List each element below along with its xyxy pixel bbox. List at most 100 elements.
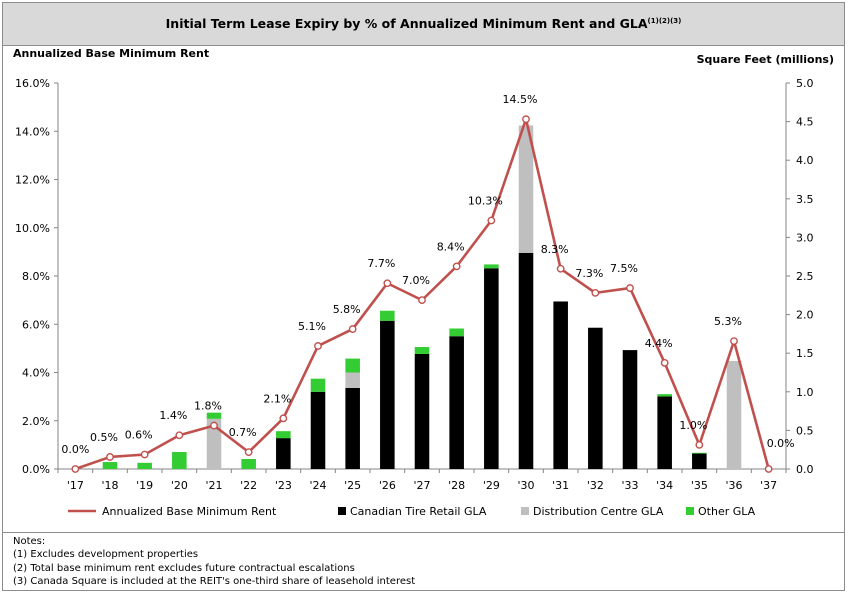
- right-axis-tick-label: 1.0: [796, 386, 814, 399]
- x-axis-tick-label: '18: [101, 479, 118, 492]
- rent-line-point: [210, 421, 218, 430]
- rent-data-label: 10.3%: [468, 195, 503, 208]
- rent-line-point: [244, 448, 253, 457]
- rent-data-label: 8.4%: [437, 240, 465, 253]
- bar-canadian-tire-retail-gla: [449, 336, 464, 469]
- bar-canadian-tire-retail-gla: [622, 350, 638, 469]
- notes-divider: [3, 532, 844, 533]
- rent-line-point: [522, 115, 530, 124]
- rent-line-point: [556, 264, 565, 273]
- notes-heading: Notes:: [13, 536, 46, 547]
- legend-label: Annualized Base Minimum Rent: [102, 505, 277, 518]
- left-axis-tick-label: 4.0%: [22, 367, 50, 380]
- right-axis-tick-label: 0.5: [796, 424, 814, 437]
- chart-plot: 0.0% 2.0% 4.0% 6.0% 8.0% 10.0% 12.0% 14.0% 16.0%…: [15, 77, 814, 518]
- left-axis-title: Annualized Base Minimum Rent: [13, 47, 210, 60]
- left-axis-tick-label: 8.0%: [22, 270, 50, 283]
- bar-distribution-centre-gla: [345, 372, 360, 388]
- bar-other-gla: [449, 328, 464, 337]
- chart-title: Initial Term Lease Expiry by % of Annual…: [166, 16, 682, 31]
- x-axis-tick-label: '28: [448, 479, 465, 492]
- x-axis-tick-label: '31: [552, 479, 569, 492]
- bar-other-gla: [102, 462, 118, 469]
- left-axis-tick-label: 2.0%: [22, 415, 50, 428]
- right-axis-tick-label: 4.5: [796, 116, 814, 129]
- x-axis-tick-label: '22: [240, 479, 257, 492]
- notes-section: Notes: (1) Excludes development properti…: [13, 535, 415, 589]
- left-axis-tick-label: 6.0%: [22, 318, 50, 331]
- rent-line-point: [71, 465, 80, 473]
- legend-swatch-other: [686, 507, 694, 515]
- x-axis-tick-label: '23: [275, 479, 292, 492]
- note-item-3: (3) Canada Square is included at the REI…: [13, 576, 416, 588]
- rent-data-label: 7.5%: [610, 262, 638, 275]
- bar-canadian-tire-retail-gla: [345, 387, 360, 469]
- note-item-2: (2) Total base minimum rent excludes fut…: [13, 562, 355, 574]
- chart-title-footnote-refs: (1)(2)(3): [647, 16, 682, 25]
- rent-line-point: [660, 358, 669, 367]
- bar-canadian-tire-retail-gla: [414, 353, 430, 469]
- bar-other-gla: [484, 264, 499, 269]
- left-axis-tick-label: 12.0%: [15, 174, 50, 187]
- rent-line-point: [487, 216, 496, 225]
- x-axis-tick-label: '25: [344, 479, 361, 492]
- x-axis-tick-label: '35: [691, 479, 708, 492]
- left-axis-tick-label: 14.0%: [15, 125, 50, 138]
- bar-distribution-centre-gla: [518, 125, 534, 253]
- rent-data-label: 0.7%: [229, 426, 257, 439]
- rent-line-point: [140, 450, 149, 459]
- x-axis-tick-label: '33: [621, 479, 638, 492]
- x-axis-tick-label: '29: [483, 479, 500, 492]
- rent-data-label: 1.4%: [159, 409, 187, 422]
- rent-data-label: 4.4%: [645, 337, 673, 350]
- legend-label: Distribution Centre GLA: [533, 505, 664, 518]
- x-axis-tick-label: '32: [587, 479, 604, 492]
- right-axis-tick-label: 2.5: [796, 270, 814, 283]
- x-axis-tick-label: '30: [517, 479, 534, 492]
- rent-line-point: [764, 465, 773, 473]
- rent-data-label: 7.3%: [575, 267, 603, 280]
- rent-data-label: 2.1%: [263, 392, 291, 405]
- legend-swatch-distribution: [521, 507, 529, 515]
- right-axis-tick-label: 4.0: [796, 154, 814, 167]
- right-axis-tick-label: 3.0: [796, 231, 814, 244]
- bar-other-gla: [310, 378, 326, 392]
- chart-title-main: Initial Term Lease Expiry by % of Annual…: [165, 16, 648, 31]
- x-axis-tick-label: '37: [760, 479, 777, 492]
- rent-data-label: 7.0%: [402, 274, 430, 287]
- bar-distribution-centre-gla: [206, 418, 222, 469]
- x-axis-tick-label: '19: [136, 479, 153, 492]
- x-axis-tick-label: '34: [656, 479, 673, 492]
- left-axis-tick-label: 10.0%: [15, 222, 50, 235]
- legend-swatch-canadian-tire: [338, 507, 346, 515]
- bar-canadian-tire-retail-gla: [692, 453, 707, 469]
- rent-line-point: [452, 262, 461, 271]
- bar-other-gla: [692, 452, 707, 454]
- rent-data-label: 0.6%: [125, 429, 153, 442]
- rent-data-label: 5.3%: [714, 315, 742, 328]
- rent-line-point: [730, 337, 738, 346]
- bar-canadian-tire-retail-gla: [657, 396, 672, 469]
- rent-line-point: [591, 288, 600, 297]
- bar-canadian-tire-retail-gla: [310, 391, 326, 469]
- left-axis-tick-label: 16.0%: [15, 77, 50, 90]
- x-axis-tick-label: '21: [205, 479, 222, 492]
- bar-canadian-tire-retail-gla: [484, 268, 499, 469]
- bar-other-gla: [414, 347, 430, 354]
- rent-data-label: 7.7%: [367, 257, 395, 270]
- rent-data-label: 14.5%: [503, 93, 538, 106]
- rent-line-point: [626, 284, 634, 292]
- bar-other-gla: [276, 431, 291, 439]
- right-axis-tick-label: 1.5: [796, 347, 814, 360]
- rent-line-point: [348, 325, 357, 333]
- bar-canadian-tire-retail-gla: [588, 327, 603, 469]
- bar-other-gla: [137, 462, 152, 469]
- x-axis-tick-label: '36: [725, 479, 742, 492]
- right-axis-title: Square Feet (millions): [696, 53, 834, 66]
- bar-canadian-tire-retail-gla: [276, 438, 291, 469]
- note-item-1: (1) Excludes development properties: [13, 549, 199, 561]
- rent-line-point: [314, 342, 322, 350]
- bar-other-gla: [380, 310, 395, 321]
- rent-line-point: [106, 453, 114, 461]
